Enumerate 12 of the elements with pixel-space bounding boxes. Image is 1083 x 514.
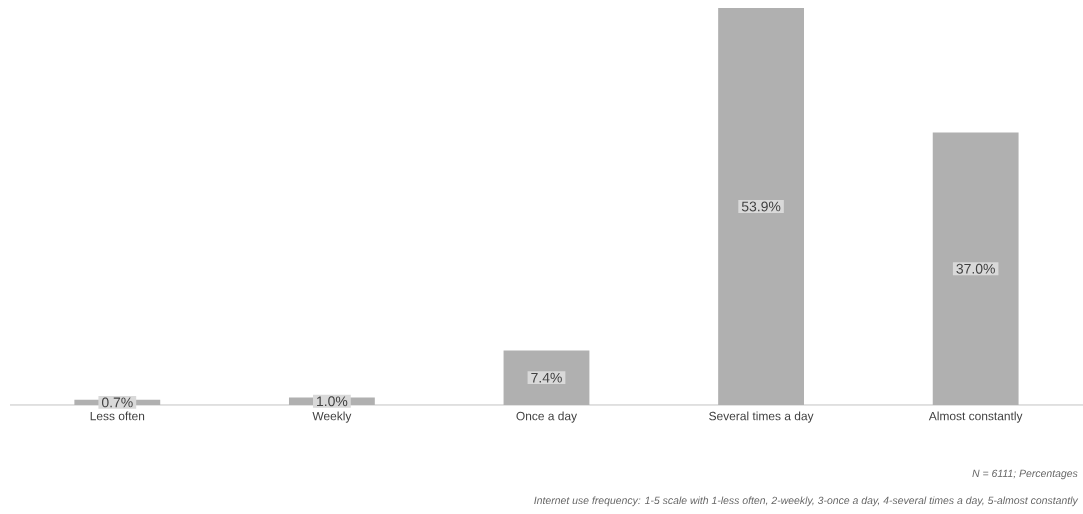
data-label: 7.4% bbox=[531, 372, 562, 383]
x-tick-label: Weekly bbox=[312, 411, 352, 423]
text: N = 6111; Percentages bbox=[972, 469, 1078, 480]
data-label: 53.9% bbox=[741, 201, 781, 212]
data-label: 1.0% bbox=[317, 396, 348, 407]
x-tick-label: Less often bbox=[90, 411, 145, 421]
x-tick-label: Several times a day bbox=[709, 411, 814, 423]
x-tick-label: Once a day bbox=[516, 411, 578, 423]
text: Internet use frequency: 1-5 scale with 1-less often, 2-weekly, 3-once a day, 4-several times a day, 5-almost constantly bbox=[534, 496, 1079, 507]
data-label: 37.0% bbox=[956, 263, 995, 274]
data-label: 0.7% bbox=[101, 397, 133, 408]
x-tick-label: Almost constantly bbox=[928, 411, 1023, 423]
